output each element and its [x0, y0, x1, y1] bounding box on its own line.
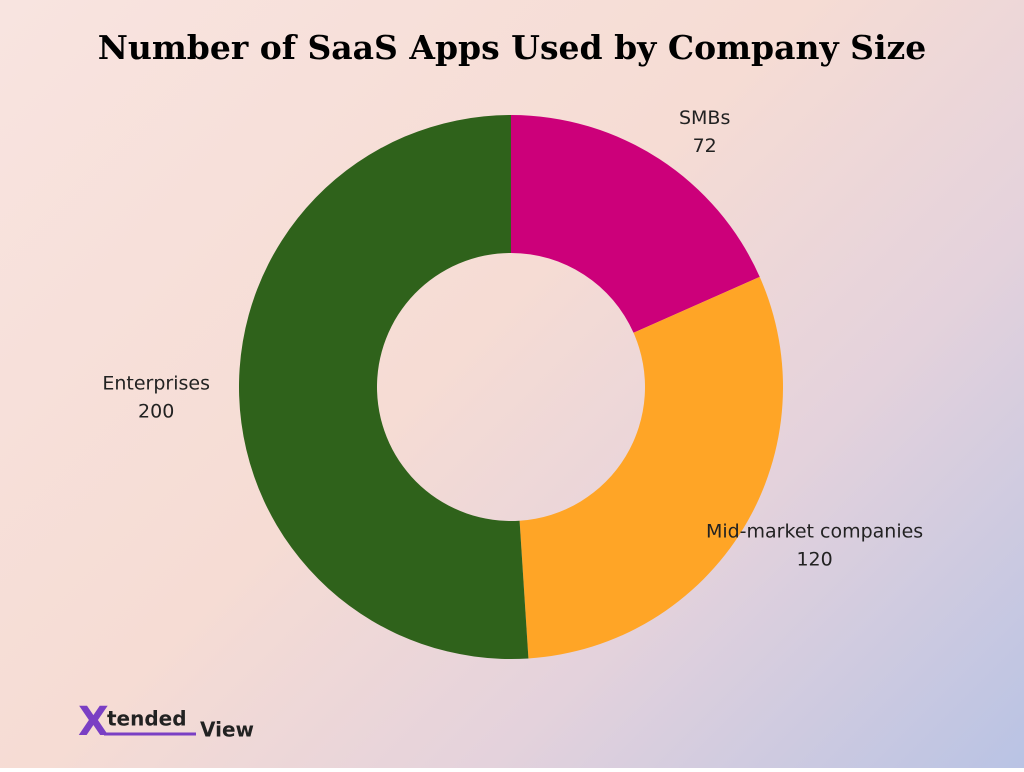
logo-mark: X	[78, 699, 109, 745]
logo-suffix: View	[200, 718, 254, 742]
slice-value: 72	[693, 135, 717, 157]
slice-label: Mid-market companies	[706, 521, 923, 543]
logo: X tended View	[78, 699, 254, 745]
slice-value: 200	[138, 400, 174, 422]
donut-slice	[519, 276, 783, 659]
slice-value: 120	[796, 549, 832, 571]
donut-slice	[239, 115, 529, 659]
slice-label: SMBs	[679, 107, 730, 129]
slice-label: Enterprises	[102, 372, 210, 394]
donut-slice	[511, 115, 760, 333]
logo-text: tended	[107, 707, 187, 731]
chart-title: Number of SaaS Apps Used by Company Size	[98, 28, 927, 67]
